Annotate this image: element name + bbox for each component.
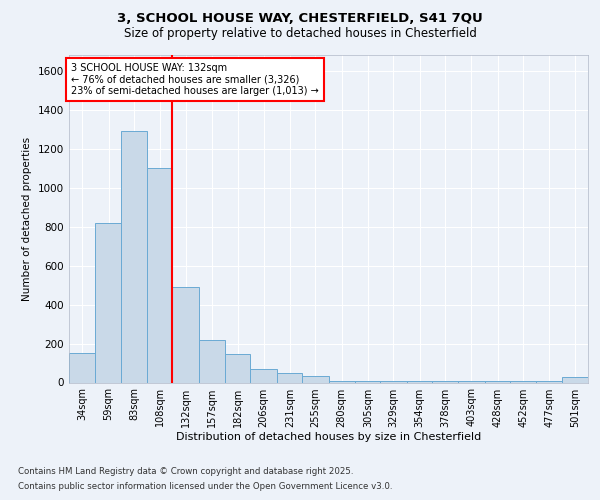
- Y-axis label: Number of detached properties: Number of detached properties: [22, 136, 32, 301]
- Bar: [69, 354, 95, 382]
- Bar: [172, 287, 199, 382]
- Text: 3 SCHOOL HOUSE WAY: 132sqm
← 76% of detached houses are smaller (3,326)
23% of s: 3 SCHOOL HOUSE WAY: 132sqm ← 76% of deta…: [71, 63, 319, 96]
- X-axis label: Distribution of detached houses by size in Chesterfield: Distribution of detached houses by size …: [176, 432, 481, 442]
- Bar: [458, 381, 485, 382]
- Bar: [536, 381, 562, 382]
- Text: 3, SCHOOL HOUSE WAY, CHESTERFIELD, S41 7QU: 3, SCHOOL HOUSE WAY, CHESTERFIELD, S41 7…: [117, 12, 483, 26]
- Bar: [302, 376, 329, 382]
- Bar: [432, 381, 458, 382]
- Bar: [510, 381, 536, 382]
- Bar: [95, 222, 121, 382]
- Bar: [562, 376, 588, 382]
- Bar: [277, 373, 302, 382]
- Bar: [380, 381, 407, 382]
- Bar: [329, 381, 355, 382]
- Bar: [355, 381, 380, 382]
- Bar: [485, 381, 510, 382]
- Bar: [147, 168, 172, 382]
- Bar: [225, 354, 250, 382]
- Bar: [121, 131, 147, 382]
- Bar: [407, 381, 432, 382]
- Bar: [199, 340, 225, 382]
- Text: Contains public sector information licensed under the Open Government Licence v3: Contains public sector information licen…: [18, 482, 392, 491]
- Text: Size of property relative to detached houses in Chesterfield: Size of property relative to detached ho…: [124, 28, 476, 40]
- Text: Contains HM Land Registry data © Crown copyright and database right 2025.: Contains HM Land Registry data © Crown c…: [18, 467, 353, 476]
- Bar: [250, 369, 277, 382]
